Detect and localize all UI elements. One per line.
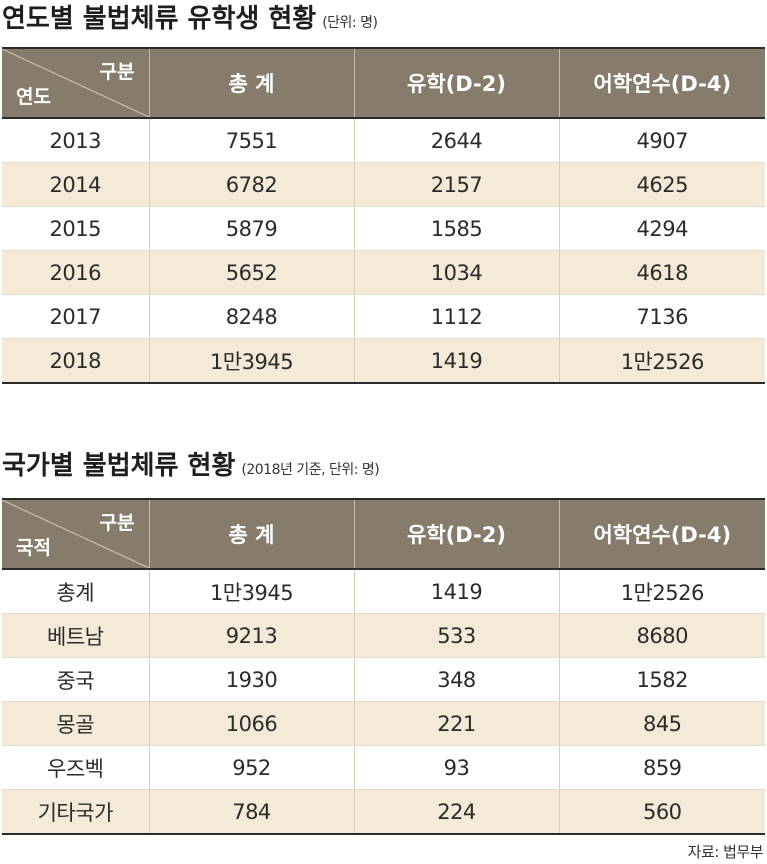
table-row: 2013 7551 2644 4907 xyxy=(2,118,765,163)
row-label: 기타국가 xyxy=(2,789,149,835)
table2-header-d4: 어학연수(D-4) xyxy=(558,498,765,570)
cell-d2: 533 xyxy=(353,613,559,658)
diagonal-divider xyxy=(2,49,149,117)
cell-d4: 4618 xyxy=(558,250,765,295)
table2-corner-top-label: 구분 xyxy=(99,512,135,534)
table1-header-total: 총 계 xyxy=(148,47,354,119)
table2-header-d2: 유학(D-2) xyxy=(353,498,559,570)
diagonal-divider xyxy=(2,500,149,568)
cell-total: 1930 xyxy=(148,657,354,702)
table2-corner-header: 구분 국적 xyxy=(2,498,149,570)
table2-corner-bottom-label: 국적 xyxy=(16,537,51,559)
table2-header-row: 구분 국적 총 계 유학(D-2) 어학연수(D-4) xyxy=(2,498,765,570)
table1-corner-header: 구분 연도 xyxy=(2,47,149,119)
table-row: 중국 1930 348 1582 xyxy=(2,657,765,702)
table1-title: 연도별 불법체류 유학생 현황 (단위: 명) xyxy=(2,4,378,34)
cell-d2: 93 xyxy=(353,745,559,790)
table-row: 기타국가 784 224 560 xyxy=(2,789,765,835)
cell-d4: 8680 xyxy=(558,613,765,658)
table2-unit-note: (2018년 기준, 단위: 명) xyxy=(241,462,380,478)
cell-d2: 1419 xyxy=(353,569,559,614)
row-label: 총계 xyxy=(2,569,149,614)
table1-unit-note: (단위: 명) xyxy=(322,15,378,31)
row-label: 2014 xyxy=(2,162,149,207)
cell-d2: 221 xyxy=(353,701,559,746)
table1-title-text: 연도별 불법체류 유학생 현황 xyxy=(2,4,317,34)
table1: 구분 연도 총 계 유학(D-2) 어학연수(D-4) 2013 7551 26… xyxy=(2,47,765,384)
table1-corner-top-label: 구분 xyxy=(99,61,135,83)
cell-d4: 7136 xyxy=(558,294,765,339)
cell-d2: 1112 xyxy=(353,294,559,339)
cell-d2: 224 xyxy=(353,789,559,835)
table2: 구분 국적 총 계 유학(D-2) 어학연수(D-4) 총계 1만3945 14… xyxy=(2,498,765,835)
row-label: 2016 xyxy=(2,250,149,295)
source-note: 자료: 법무부 xyxy=(687,843,764,861)
table2-title: 국가별 불법체류 현황 (2018년 기준, 단위: 명) xyxy=(2,451,380,481)
row-label: 2017 xyxy=(2,294,149,339)
cell-total: 9213 xyxy=(148,613,354,658)
cell-d4: 560 xyxy=(558,789,765,835)
cell-d4: 4907 xyxy=(558,118,765,163)
cell-total: 7551 xyxy=(148,118,354,163)
table1-header-d4: 어학연수(D-4) xyxy=(558,47,765,119)
row-label: 2013 xyxy=(2,118,149,163)
cell-d4: 1만2526 xyxy=(558,338,765,384)
cell-d4: 1만2526 xyxy=(558,569,765,614)
cell-d2: 1585 xyxy=(353,206,559,251)
table-row: 총계 1만3945 1419 1만2526 xyxy=(2,569,765,614)
cell-d4: 1582 xyxy=(558,657,765,702)
table-row: 베트남 9213 533 8680 xyxy=(2,613,765,658)
cell-d2: 2644 xyxy=(353,118,559,163)
row-label: 중국 xyxy=(2,657,149,702)
cell-d2: 1034 xyxy=(353,250,559,295)
table-row: 2015 5879 1585 4294 xyxy=(2,206,765,251)
table1-header-d2: 유학(D-2) xyxy=(353,47,559,119)
cell-total: 5652 xyxy=(148,250,354,295)
table1-corner-bottom-label: 연도 xyxy=(16,86,51,108)
table-row: 2017 8248 1112 7136 xyxy=(2,294,765,339)
table2-header-total: 총 계 xyxy=(148,498,354,570)
cell-total: 8248 xyxy=(148,294,354,339)
table1-header-row: 구분 연도 총 계 유학(D-2) 어학연수(D-4) xyxy=(2,47,765,119)
table-row: 몽골 1066 221 845 xyxy=(2,701,765,746)
cell-d4: 859 xyxy=(558,745,765,790)
table2-title-text: 국가별 불법체류 현황 xyxy=(2,451,236,481)
cell-d4: 845 xyxy=(558,701,765,746)
table-row: 우즈벡 952 93 859 xyxy=(2,745,765,790)
cell-total: 1066 xyxy=(148,701,354,746)
cell-total: 5879 xyxy=(148,206,354,251)
row-label: 베트남 xyxy=(2,613,149,658)
cell-d2: 1419 xyxy=(353,338,559,384)
table-row: 2018 1만3945 1419 1만2526 xyxy=(2,338,765,384)
cell-d2: 348 xyxy=(353,657,559,702)
row-label: 2015 xyxy=(2,206,149,251)
cell-total: 784 xyxy=(148,789,354,835)
cell-d4: 4294 xyxy=(558,206,765,251)
cell-d4: 4625 xyxy=(558,162,765,207)
row-label: 몽골 xyxy=(2,701,149,746)
cell-total: 952 xyxy=(148,745,354,790)
cell-total: 1만3945 xyxy=(148,569,354,614)
row-label: 2018 xyxy=(2,338,149,384)
cell-d2: 2157 xyxy=(353,162,559,207)
table-row: 2016 5652 1034 4618 xyxy=(2,250,765,295)
cell-total: 6782 xyxy=(148,162,354,207)
table-row: 2014 6782 2157 4625 xyxy=(2,162,765,207)
cell-total: 1만3945 xyxy=(148,338,354,384)
row-label: 우즈벡 xyxy=(2,745,149,790)
